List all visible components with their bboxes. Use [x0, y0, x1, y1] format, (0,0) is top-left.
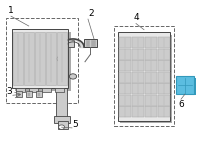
Bar — [158, 49, 170, 60]
Bar — [12, 77, 68, 86]
Bar — [46, 32, 56, 85]
Bar — [56, 41, 67, 118]
Bar — [12, 29, 68, 88]
Bar — [6, 18, 78, 103]
Bar — [118, 32, 170, 121]
Bar — [119, 83, 131, 94]
Bar — [29, 88, 38, 92]
Bar — [24, 32, 34, 85]
Bar — [54, 116, 70, 123]
Bar — [15, 32, 71, 91]
Text: 1: 1 — [8, 6, 14, 15]
Bar — [50, 40, 74, 47]
Bar — [120, 35, 172, 123]
Bar — [119, 37, 131, 48]
Bar — [132, 72, 144, 83]
Bar — [158, 60, 170, 71]
Bar — [58, 121, 68, 129]
Bar — [114, 26, 174, 126]
Bar — [158, 95, 170, 106]
Bar — [158, 37, 170, 48]
Bar — [13, 32, 23, 85]
Bar — [132, 60, 144, 71]
Bar — [145, 72, 157, 83]
Text: 6: 6 — [178, 100, 184, 109]
Bar — [119, 72, 131, 83]
Bar — [119, 95, 131, 106]
Bar — [145, 37, 157, 48]
Bar — [178, 78, 196, 95]
Bar — [42, 88, 51, 92]
Bar — [38, 93, 40, 96]
Circle shape — [69, 74, 77, 79]
Bar — [132, 49, 144, 60]
Bar — [91, 40, 95, 46]
Bar — [132, 37, 144, 48]
Bar — [57, 32, 67, 85]
Bar — [28, 93, 30, 96]
Bar — [145, 60, 157, 71]
Bar — [118, 112, 170, 118]
Bar — [119, 106, 131, 117]
Circle shape — [59, 125, 65, 129]
Text: 4: 4 — [134, 13, 140, 22]
Bar — [158, 83, 170, 94]
Bar — [55, 88, 64, 92]
Bar — [132, 95, 144, 106]
Bar — [158, 72, 170, 83]
Bar — [86, 40, 89, 46]
Bar — [145, 49, 157, 60]
Bar — [176, 76, 194, 94]
Bar — [84, 39, 97, 47]
Bar — [18, 93, 20, 96]
Bar — [16, 88, 25, 92]
Bar — [145, 83, 157, 94]
Bar — [158, 106, 170, 117]
Bar — [145, 106, 157, 117]
Text: 5: 5 — [72, 120, 78, 129]
Bar — [35, 32, 45, 85]
Bar — [132, 83, 144, 94]
Bar — [119, 49, 131, 60]
Bar — [36, 91, 42, 97]
Bar — [26, 91, 32, 97]
Bar — [145, 95, 157, 106]
Bar — [176, 89, 194, 93]
Bar — [16, 91, 22, 97]
Text: 3: 3 — [6, 87, 12, 96]
Circle shape — [57, 56, 66, 62]
Text: 2: 2 — [88, 9, 94, 18]
Bar — [119, 60, 131, 71]
Bar — [132, 106, 144, 117]
